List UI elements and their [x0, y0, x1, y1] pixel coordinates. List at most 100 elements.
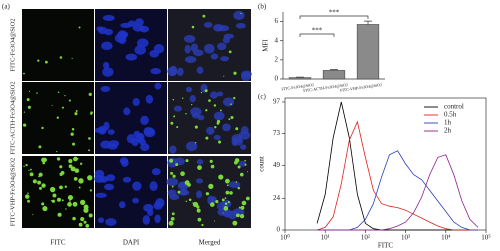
nucleus	[196, 66, 204, 74]
row-label: FITC-ACTH-Fe3O4@SiO2	[9, 81, 16, 154]
particle	[80, 199, 86, 206]
particle	[227, 201, 230, 204]
particle	[216, 121, 220, 125]
y-tick-label: 24	[273, 194, 281, 202]
particle	[205, 109, 208, 112]
nucleus	[114, 33, 126, 43]
particle	[218, 174, 224, 180]
particle	[74, 112, 78, 116]
particle	[244, 159, 246, 162]
particle	[28, 90, 31, 92]
particle	[191, 25, 195, 29]
particle	[235, 127, 239, 131]
micrograph	[95, 156, 167, 228]
particle	[51, 199, 55, 203]
particle	[59, 165, 63, 169]
particle	[65, 208, 67, 210]
particle	[228, 118, 231, 121]
nucleus	[118, 201, 126, 209]
nucleus	[210, 53, 219, 60]
nucleus	[186, 141, 198, 152]
particle	[29, 172, 34, 177]
particle	[73, 156, 78, 162]
particle	[70, 132, 74, 136]
particle	[90, 112, 93, 115]
particle	[71, 127, 75, 131]
particle	[191, 103, 193, 106]
particle	[175, 163, 179, 167]
micrographs: FITC-Fe3O4@SiO2 FITC-ACTH-Fe3O4@SiO2 FITC-…	[9, 9, 252, 247]
x-tick-label: 10⁴	[441, 234, 451, 242]
annotation: ***	[312, 27, 323, 35]
y-tick-label: 0	[277, 226, 281, 234]
particle	[194, 125, 198, 129]
particle	[209, 159, 213, 163]
nucleus	[196, 159, 204, 165]
particle	[209, 202, 215, 207]
particle	[72, 201, 78, 207]
particle	[26, 98, 30, 102]
particle	[37, 59, 40, 62]
particle	[176, 126, 179, 129]
column-label: DAPI	[123, 239, 140, 247]
particle	[59, 56, 63, 59]
particle	[27, 105, 31, 109]
particle	[205, 136, 209, 140]
nucleus	[104, 183, 115, 191]
nucleus	[166, 177, 179, 187]
particle	[41, 157, 46, 163]
particle	[71, 57, 73, 60]
particle	[239, 213, 245, 219]
x-axis-label: FITC	[378, 242, 394, 250]
particle	[78, 186, 81, 189]
column-label: Merged	[199, 239, 221, 247]
nucleus	[139, 25, 150, 33]
particle	[200, 91, 203, 94]
particle	[184, 180, 190, 186]
particle	[171, 212, 175, 216]
particle	[39, 186, 42, 190]
significance-bracket	[299, 15, 369, 19]
nucleus	[203, 43, 215, 54]
histogram-line	[316, 101, 478, 231]
particle	[213, 104, 217, 107]
nucleus	[155, 198, 165, 208]
particle	[226, 184, 229, 187]
nucleus	[203, 22, 213, 28]
nucleus	[134, 45, 146, 55]
nucleus	[151, 168, 161, 176]
nucleus	[132, 98, 140, 107]
particle	[41, 183, 46, 188]
particle	[234, 160, 238, 165]
particle	[208, 183, 214, 189]
particle	[78, 222, 83, 227]
particle	[223, 206, 229, 211]
particle	[56, 157, 61, 161]
particle	[56, 150, 58, 153]
particle	[28, 169, 30, 171]
particle	[194, 142, 197, 144]
particle	[87, 175, 93, 181]
particle	[239, 172, 244, 177]
legend-label: 2h	[444, 127, 452, 135]
nucleus	[135, 18, 144, 27]
nucleus	[228, 181, 241, 189]
nucleus	[132, 197, 139, 204]
particle	[51, 104, 53, 106]
significance-bracket	[299, 33, 335, 37]
particle	[214, 126, 217, 129]
particle	[218, 140, 222, 144]
particle	[72, 216, 76, 221]
particle	[169, 158, 174, 163]
error-bar	[330, 69, 338, 71]
nucleus	[235, 22, 246, 29]
particle	[57, 91, 60, 94]
particle	[221, 198, 225, 202]
nucleus	[233, 10, 245, 21]
nucleus	[107, 143, 118, 150]
nucleus	[217, 42, 227, 51]
particle	[36, 92, 38, 94]
particle	[49, 186, 56, 193]
x-tick-label: 10³	[401, 234, 410, 242]
nucleus	[223, 33, 235, 39]
